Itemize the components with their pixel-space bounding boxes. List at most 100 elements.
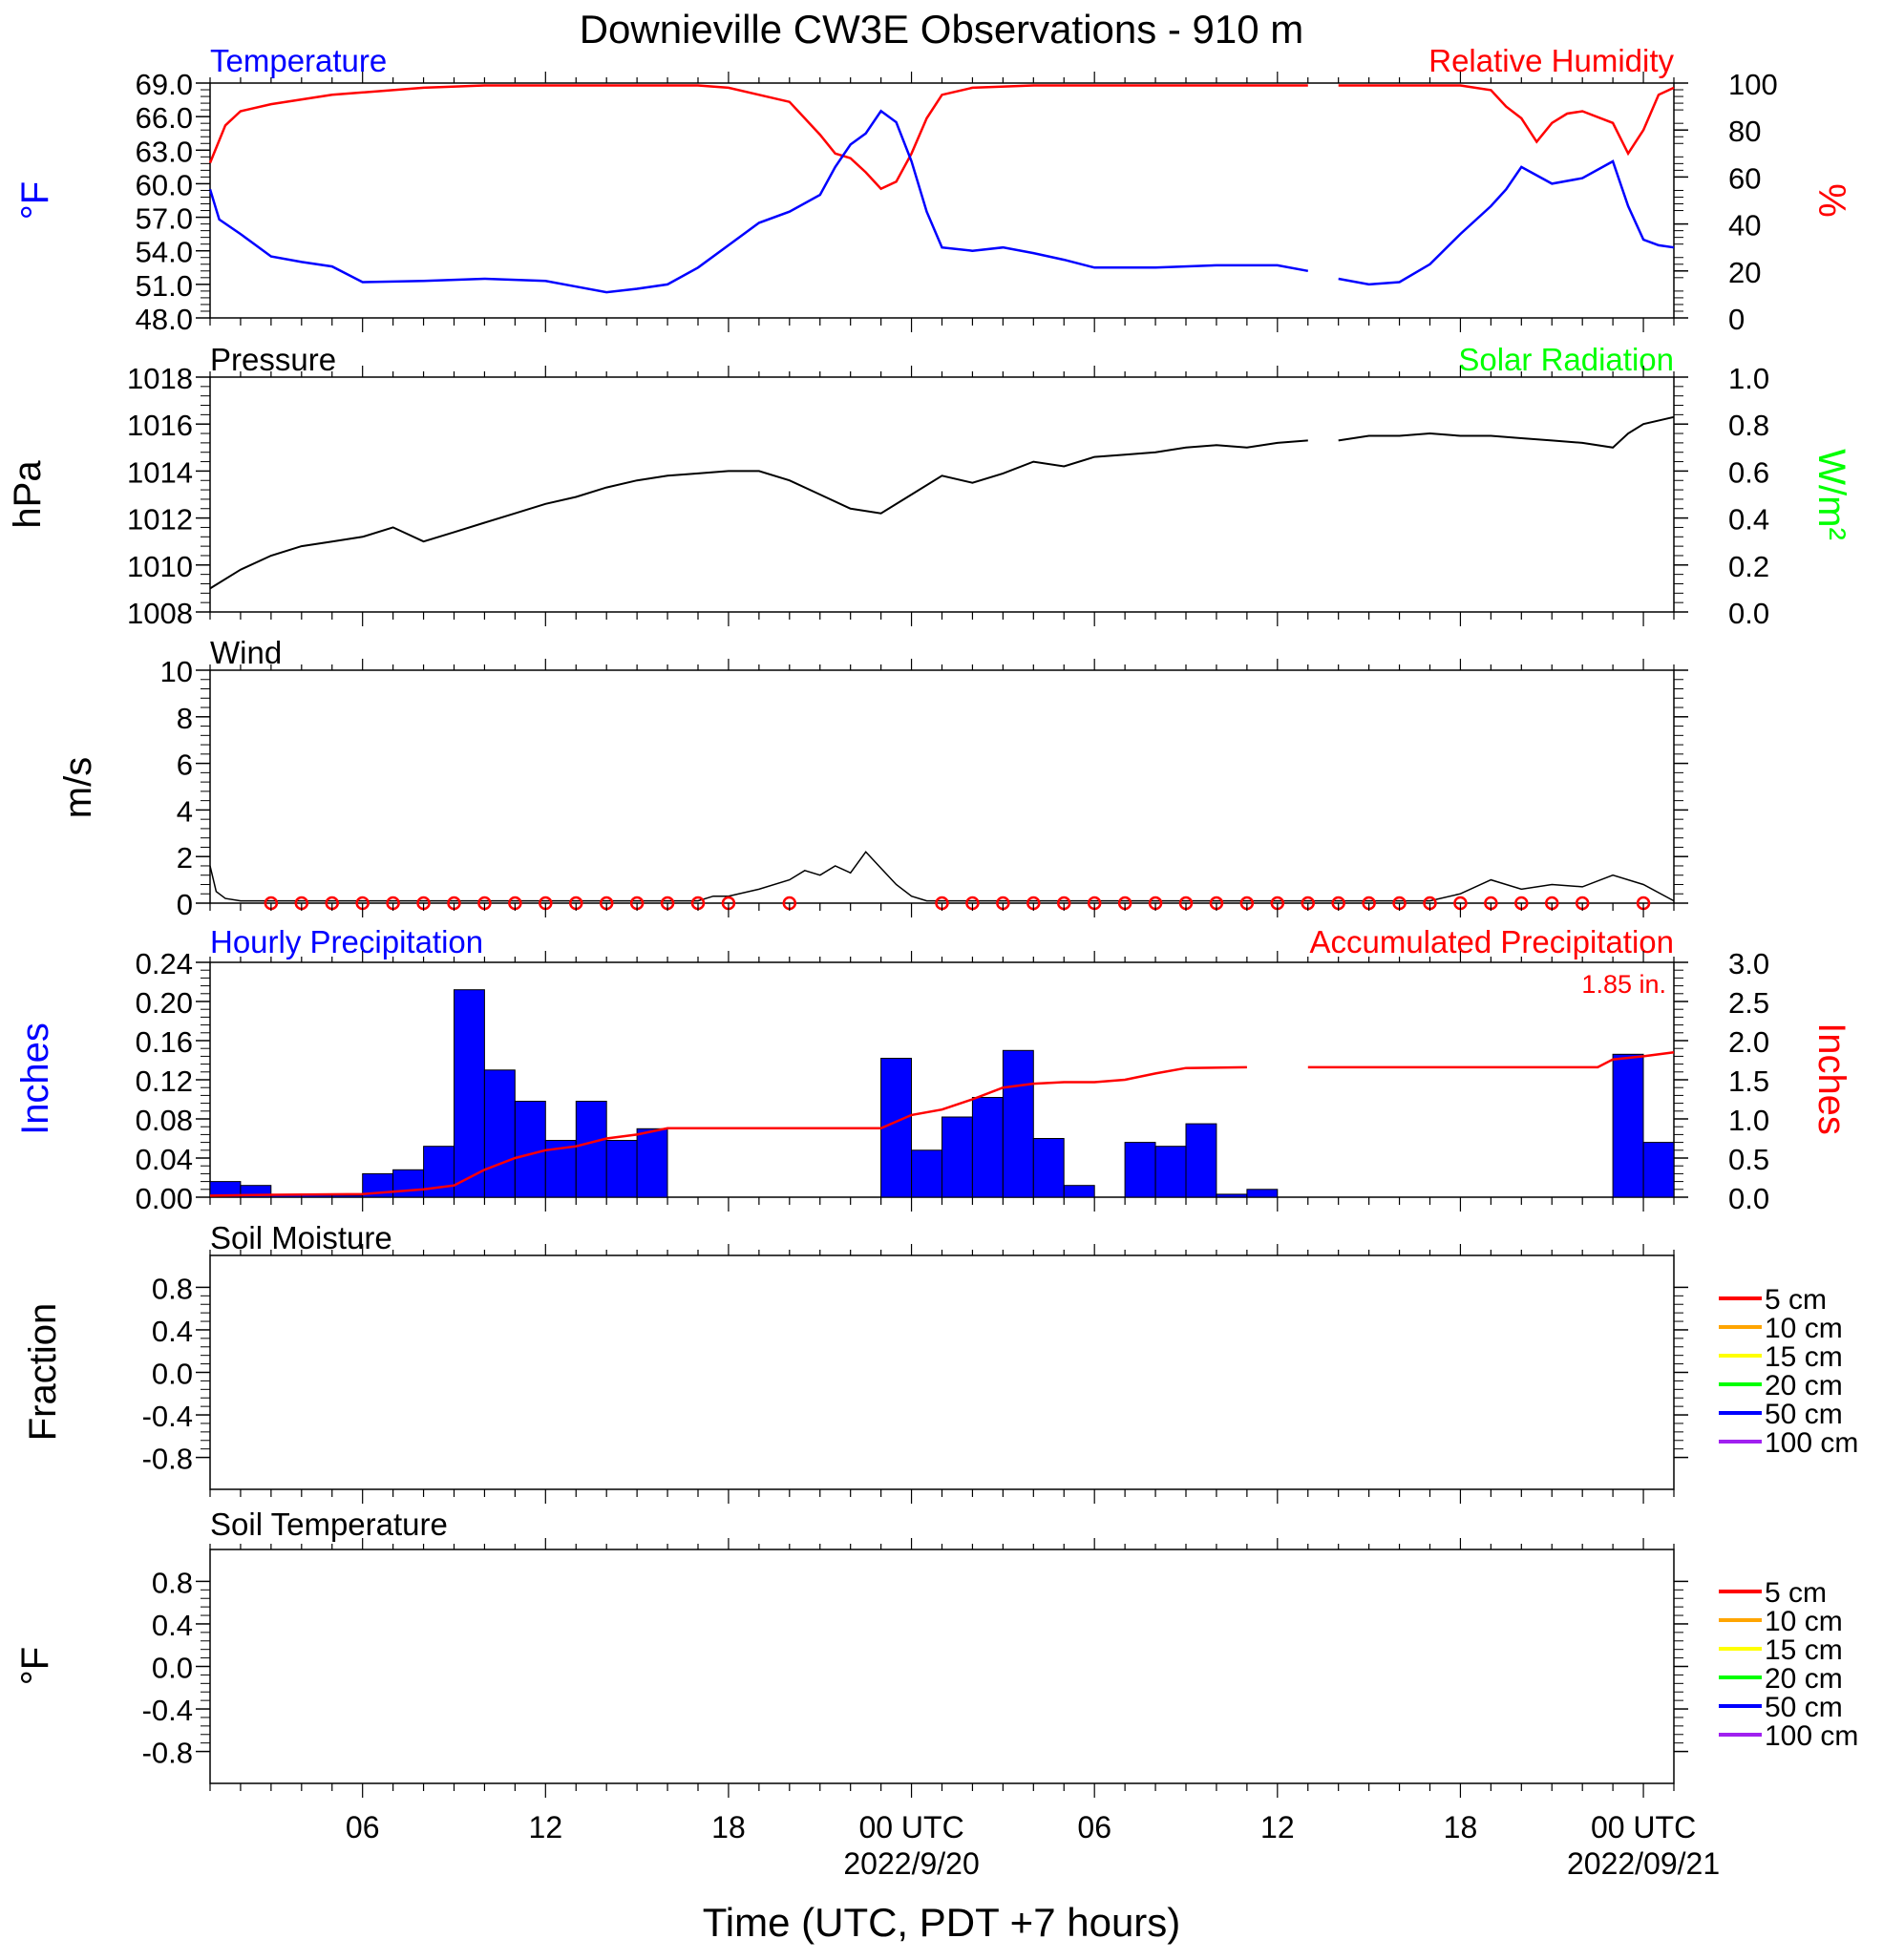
pressure-plot-area [209,376,1675,613]
wind-speed-line [209,851,1675,902]
y2-tick-label: 0.8 [1728,409,1769,442]
precip-bar [911,1149,942,1198]
y2-tick-label: 1.0 [1728,362,1769,395]
y2-tick-label: 60 [1728,161,1761,195]
temperature-line [208,109,1675,294]
y2-tick-label: 3.0 [1728,947,1769,980]
wind-panel: Wind m/s 10 8 6 4 2 0 [57,635,1675,921]
x-tick-date-label: 2022/9/20 [843,1846,979,1881]
y-tick-label: 66.0 [136,101,193,135]
precip-bar [942,1116,973,1198]
humidity-unit: % [1810,183,1852,218]
soil-moisture-plot-area [209,1254,1675,1490]
precip-bar [1032,1138,1065,1198]
solar-label: Solar Radiation [1458,342,1674,377]
x-tick-label: 18 [711,1810,746,1844]
precip-bar [971,1097,1004,1198]
y2-tick-label: 0.0 [1728,1182,1769,1215]
soil-temperature-unit: °F [14,1647,56,1685]
precip-bar [392,1169,425,1198]
y-tick-label: 10 [160,655,193,688]
precip-total: 1.85 in. [1581,970,1666,999]
x-tick-label: 12 [529,1810,563,1844]
legend-label: 20 cm [1765,1663,1843,1695]
precip-bar [575,1101,607,1198]
precip-panel: Hourly Precipitation Accumulated Precipi… [14,924,1852,1215]
x-axis-title: Time (UTC, PDT +7 hours) [703,1900,1181,1945]
y-tick-label: 51.0 [136,269,193,303]
y-tick-label: 6 [177,748,193,782]
soil-temperature-tick-labels: 0.8 0.4 0.0 -0.4 -0.8 [142,1566,193,1769]
y-tick-label: 1010 [127,550,193,583]
temperature-label: Temperature [210,43,387,78]
y2-tick-label: 0.6 [1728,455,1769,489]
precip-bar [1154,1146,1187,1198]
precip-bar [636,1128,668,1198]
precip-bar [1216,1193,1248,1198]
legend-label: 5 cm [1765,1284,1827,1316]
pressure-unit: hPa [7,460,49,529]
x-tick-date-label: 2022/09/21 [1567,1846,1720,1881]
wind-unit: m/s [57,757,99,818]
y-tick-label: 0.24 [136,947,193,980]
y2-tick-label: 0.2 [1728,550,1769,583]
precip-bar [1124,1142,1156,1198]
soil-moisture-unit: Fraction [22,1303,64,1442]
legend-label: 20 cm [1765,1370,1843,1402]
soil-temperature-label: Soil Temperature [210,1507,448,1542]
y-tick-label: 48.0 [136,303,193,336]
y-tick-label: 0.04 [136,1143,193,1176]
x-tick-label: 00 UTC [858,1810,963,1844]
accum-precip-line [209,1051,1675,1197]
y-tick-label: 8 [177,702,193,735]
y2-tick-label: 80 [1728,115,1761,148]
soil-temperature-plot-area [209,1549,1675,1784]
temperature-plot-area [209,82,1675,319]
y2-tick-label: 0.5 [1728,1143,1769,1176]
y-tick-label: 0.08 [136,1104,193,1137]
y-tick-label: 0.4 [152,1609,193,1642]
solar-unit: W/m² [1810,449,1852,540]
figure-title: Downieville CW3E Observations - 910 m [580,7,1304,52]
y2-tick-label: 2.5 [1728,986,1769,1020]
y-tick-label: 1014 [127,455,193,489]
precip-bar [1002,1049,1034,1198]
y-tick-label: 0.0 [152,1652,193,1685]
precip-bar [1185,1123,1217,1198]
axis-tick-marks [196,72,1688,1798]
hourly-precip-label: Hourly Precipitation [210,924,483,959]
pressure-line [209,415,1675,590]
y-tick-label: 1012 [127,503,193,537]
y2-tick-label: 2.0 [1728,1025,1769,1059]
hourly-precip-bars [209,989,1675,1198]
y-tick-label: 2 [177,841,193,875]
x-tick-label: 06 [1077,1810,1111,1844]
legend-label: 50 cm [1765,1399,1843,1430]
y-tick-label: 0.16 [136,1025,193,1059]
precip-bar [605,1140,638,1198]
wind-tick-labels: 10 8 6 4 2 0 [160,655,193,921]
precip-bar [1642,1142,1675,1198]
accum-precip-label: Accumulated Precipitation [1309,924,1674,959]
y-tick-label: 0.12 [136,1064,193,1098]
y-tick-label: 0.20 [136,986,193,1020]
pressure-label: Pressure [210,342,336,377]
precip-bar [1612,1053,1644,1198]
y2-tick-label: 1.5 [1728,1064,1769,1098]
accum-precip-tick-labels: 3.0 2.5 2.0 1.5 1.0 0.5 0.0 [1728,947,1769,1215]
legend-label: 100 cm [1765,1720,1858,1752]
precip-bar [331,1194,364,1198]
y2-tick-label: 20 [1728,256,1761,289]
soil-moisture-label: Soil Moisture [210,1220,392,1255]
legend-label: 50 cm [1765,1692,1843,1723]
precip-bar [514,1101,546,1198]
humidity-label: Relative Humidity [1428,43,1674,78]
pressure-panel: Pressure Solar Radiation hPa W/m² 101810… [7,342,1852,630]
y-tick-label: 63.0 [136,135,193,168]
temperature-panel: Temperature Relative Humidity °F % 69.06… [14,43,1852,336]
y-tick-label: 0.8 [152,1566,193,1599]
y-tick-label: -0.8 [142,1443,193,1476]
precip-bar [1063,1185,1095,1198]
